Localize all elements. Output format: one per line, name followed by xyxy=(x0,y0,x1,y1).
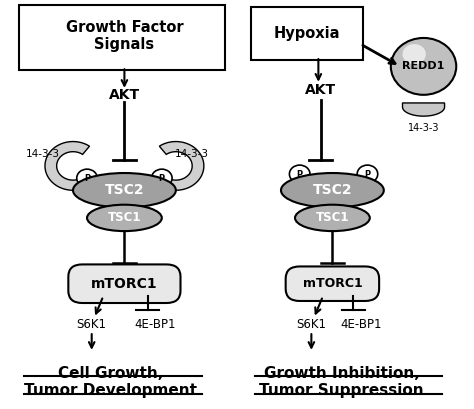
Text: Cell Growth,: Cell Growth, xyxy=(58,366,163,381)
Text: Growth Factor
Signals: Growth Factor Signals xyxy=(65,20,183,52)
Text: AKT: AKT xyxy=(305,83,336,97)
Text: Tumor Development: Tumor Development xyxy=(24,383,197,398)
Text: P: P xyxy=(365,170,371,179)
Text: mTORC1: mTORC1 xyxy=(91,277,158,291)
Polygon shape xyxy=(402,103,445,116)
Text: S6K1: S6K1 xyxy=(77,318,107,331)
Text: 4E-BP1: 4E-BP1 xyxy=(134,318,175,331)
Text: P: P xyxy=(159,173,165,182)
Circle shape xyxy=(152,169,172,187)
FancyBboxPatch shape xyxy=(19,5,225,70)
Ellipse shape xyxy=(73,173,176,207)
Text: P: P xyxy=(84,173,90,182)
Circle shape xyxy=(77,169,97,187)
Circle shape xyxy=(357,165,378,183)
Text: TSC2: TSC2 xyxy=(105,183,144,197)
Text: TSC1: TSC1 xyxy=(108,211,141,225)
FancyBboxPatch shape xyxy=(286,266,379,301)
Text: P: P xyxy=(297,170,303,179)
FancyBboxPatch shape xyxy=(251,7,363,60)
Text: Tumor Suppression: Tumor Suppression xyxy=(259,383,424,398)
Text: 4E-BP1: 4E-BP1 xyxy=(341,318,382,331)
Text: mTORC1: mTORC1 xyxy=(302,277,362,290)
Text: Hypoxia: Hypoxia xyxy=(273,27,340,41)
Text: TSC1: TSC1 xyxy=(316,211,349,225)
Circle shape xyxy=(402,44,426,64)
FancyBboxPatch shape xyxy=(68,264,181,303)
Text: 14-3-3: 14-3-3 xyxy=(26,149,60,159)
Polygon shape xyxy=(45,142,90,190)
Text: TSC2: TSC2 xyxy=(312,183,352,197)
Text: S6K1: S6K1 xyxy=(296,318,327,331)
Circle shape xyxy=(391,38,456,95)
Ellipse shape xyxy=(87,204,162,231)
Polygon shape xyxy=(159,142,204,190)
Ellipse shape xyxy=(281,173,384,207)
Text: Growth Inhibition,: Growth Inhibition, xyxy=(264,366,419,381)
Text: REDD1: REDD1 xyxy=(402,61,445,72)
Ellipse shape xyxy=(295,204,370,231)
Text: AKT: AKT xyxy=(109,88,140,102)
Text: 14-3-3: 14-3-3 xyxy=(175,149,209,159)
Text: 14-3-3: 14-3-3 xyxy=(408,123,439,133)
Circle shape xyxy=(290,165,310,183)
